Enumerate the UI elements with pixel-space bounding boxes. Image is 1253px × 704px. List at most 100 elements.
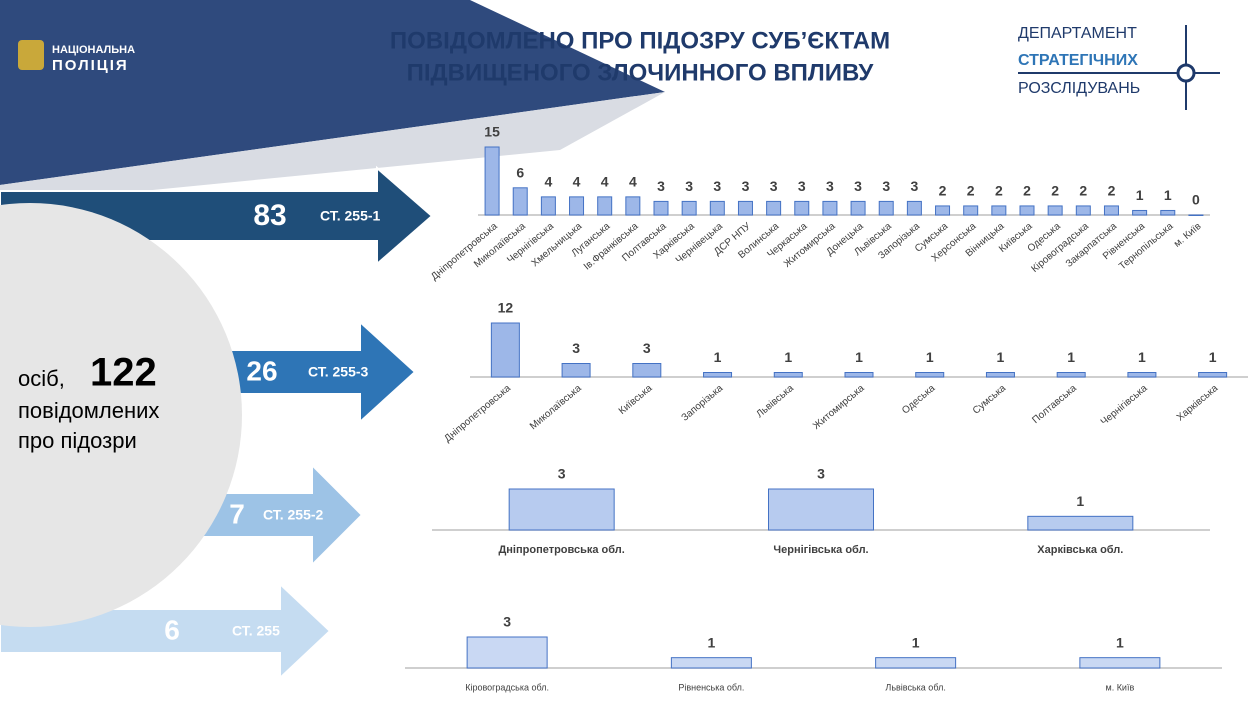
- data-label: 3: [742, 178, 750, 194]
- data-label: 1: [1136, 187, 1144, 203]
- logo-text: ПОЛІЦІЯ: [52, 57, 129, 74]
- data-label: 3: [657, 178, 665, 194]
- department: СТРАТЕГІЧНИХ: [1018, 52, 1138, 69]
- bar: [597, 196, 613, 216]
- data-label: 3: [826, 178, 834, 194]
- category-label: м. Київ: [1106, 682, 1135, 692]
- data-label: 2: [939, 183, 947, 199]
- data-label: 2: [1023, 183, 1031, 199]
- category-label: Харківська обл.: [1037, 544, 1123, 556]
- summary-total: 122: [90, 351, 157, 395]
- bar: [540, 196, 556, 216]
- data-label: 3: [572, 340, 580, 356]
- category-label: Київська: [617, 383, 655, 417]
- data-label: 2: [995, 183, 1003, 199]
- category-label: Чернігівська обл.: [773, 544, 868, 556]
- category-label: Житомирська: [811, 383, 867, 432]
- category-label: Рівненська обл.: [678, 682, 744, 692]
- data-label: 3: [798, 178, 806, 194]
- data-label: 1: [1138, 349, 1146, 365]
- department: ДЕПАРТАМЕНТ: [1018, 25, 1137, 42]
- arrow-value: 6: [164, 614, 180, 645]
- bar: [737, 200, 753, 216]
- bar: [768, 488, 874, 531]
- arrow-value: 7: [229, 498, 245, 529]
- data-label: 2: [1108, 183, 1116, 199]
- category-label: Сумська: [971, 383, 1009, 417]
- data-label: 3: [882, 178, 890, 194]
- category-label: Запорізька: [680, 383, 726, 424]
- data-label: 2: [967, 183, 975, 199]
- data-label: 3: [817, 466, 825, 482]
- bar: [915, 372, 945, 378]
- arrow-value: 83: [253, 199, 286, 232]
- summary-line: про підозри: [18, 428, 137, 453]
- category-label: м. Київ: [1172, 221, 1204, 250]
- data-label: 1: [1076, 493, 1084, 509]
- data-label: 4: [573, 174, 581, 190]
- bar: [1188, 214, 1204, 216]
- bar: [681, 200, 697, 216]
- bar: [794, 200, 810, 216]
- data-label: 3: [643, 340, 651, 356]
- data-label: 3: [558, 466, 566, 482]
- bar-chart: 12 Дніпропетровська 3 Миколаївська 3 Київська…: [442, 300, 1248, 445]
- arrow-label: СТ. 255-3: [308, 364, 369, 380]
- summary-circle: [0, 203, 242, 627]
- bar: [766, 200, 782, 216]
- charts: 15 Дніпропетровська 6 Миколаївська 4 Чернігів…: [405, 124, 1248, 692]
- bar: [985, 372, 1015, 378]
- bar: [466, 636, 548, 669]
- data-label: 1: [784, 349, 792, 365]
- category-label: Харківська: [1175, 383, 1221, 424]
- bar: [850, 200, 866, 216]
- bar: [670, 657, 752, 669]
- header-stripe: [0, 92, 665, 205]
- bar: [935, 205, 951, 216]
- data-label: 1: [912, 634, 920, 650]
- arrow-label: СТ. 255-2: [263, 507, 324, 523]
- data-label: 0: [1192, 192, 1200, 208]
- data-label: 6: [516, 165, 524, 181]
- bar: [1079, 657, 1161, 669]
- bar: [1056, 372, 1086, 378]
- category-label: Дніпропетровська обл.: [498, 544, 624, 556]
- bar: [703, 372, 733, 378]
- bar: [508, 488, 615, 531]
- bar: [1075, 205, 1091, 216]
- bar: [906, 200, 922, 216]
- bar: [653, 200, 669, 216]
- data-label: 3: [770, 178, 778, 194]
- category-label: Полтавська: [1030, 383, 1079, 426]
- arrow-label: СТ. 255: [232, 623, 280, 639]
- category-label: Одеська: [900, 383, 938, 417]
- data-label: 3: [910, 178, 918, 194]
- bar: [844, 372, 874, 378]
- category-label: Львівська: [754, 383, 796, 421]
- data-label: 12: [498, 300, 514, 316]
- bar: [1160, 209, 1176, 216]
- logo-text: НАЦІОНАЛЬНА: [52, 44, 135, 56]
- summary-prefix: осіб,: [18, 366, 65, 391]
- bar: [1047, 205, 1063, 216]
- category-label: Миколаївська: [528, 383, 584, 433]
- category-label: Кіровоградська обл.: [465, 682, 549, 692]
- data-label: 1: [1067, 349, 1075, 365]
- data-label: 4: [544, 174, 552, 190]
- bar: [569, 196, 585, 216]
- category-label: Дніпропетровська: [442, 383, 513, 445]
- data-label: 15: [484, 124, 500, 140]
- data-label: 1: [926, 349, 934, 365]
- data-label: 3: [685, 178, 693, 194]
- bar: [561, 363, 591, 378]
- data-label: 3: [503, 614, 511, 630]
- bar: [1198, 372, 1228, 378]
- data-label: 1: [1209, 349, 1217, 365]
- bar-chart: 3 Дніпропетровська обл. 3 Чернігівська обл.…: [432, 466, 1210, 556]
- bar: [484, 146, 500, 216]
- data-label: 2: [1079, 183, 1087, 199]
- data-label: 1: [855, 349, 863, 365]
- data-label: 1: [1116, 634, 1124, 650]
- category-label: Львівська обл.: [885, 682, 945, 692]
